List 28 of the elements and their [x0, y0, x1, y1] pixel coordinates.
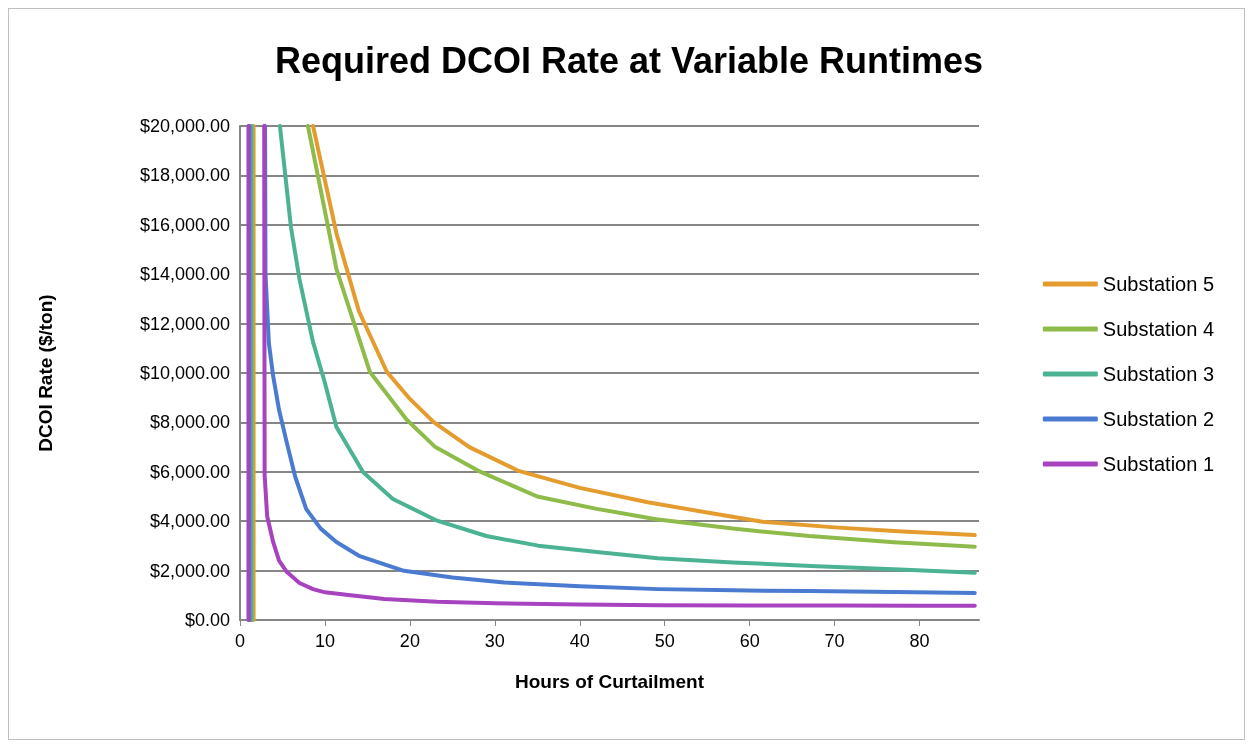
x-tick-label: 80 [909, 631, 930, 651]
legend-label: Substation 1 [1102, 453, 1215, 475]
y-tick-label: $10,000.00 [139, 363, 230, 383]
y-tick-label: $20,000.00 [139, 116, 230, 136]
y-tick-label: $8,000.00 [149, 412, 230, 433]
x-tick-label: 30 [484, 631, 505, 651]
y-tick-label: $0.00 [184, 610, 230, 630]
y-tick-label: $14,000.00 [139, 264, 230, 285]
y-axis-title: DCOI Rate ($/ton) [35, 294, 56, 452]
y-tick-label: $12,000.00 [139, 313, 230, 334]
x-tick-label: 40 [569, 631, 590, 651]
y-tick-label: $6,000.00 [149, 461, 230, 482]
x-tick-label: 10 [314, 631, 335, 651]
legend-label: Substation 2 [1102, 408, 1215, 430]
x-tick-label: 60 [739, 631, 760, 651]
y-tick-label: $16,000.00 [139, 214, 230, 235]
x-axis-title: Hours of Curtailment [515, 671, 705, 692]
x-tick-label: 70 [824, 631, 845, 651]
legend-label: Substation 5 [1102, 273, 1215, 295]
chart-title: Required DCOI Rate at Variable Runtimes [274, 39, 984, 81]
x-tick-label: 0 [234, 631, 246, 651]
y-tick-label: $4,000.00 [149, 511, 230, 532]
x-tick-label: 20 [399, 631, 420, 651]
legend-label: Substation 4 [1102, 318, 1215, 340]
y-tick-label: $18,000.00 [139, 165, 230, 186]
x-tick-label: 50 [654, 631, 675, 651]
y-tick-label: $2,000.00 [149, 560, 230, 581]
legend-label: Substation 3 [1102, 363, 1215, 385]
